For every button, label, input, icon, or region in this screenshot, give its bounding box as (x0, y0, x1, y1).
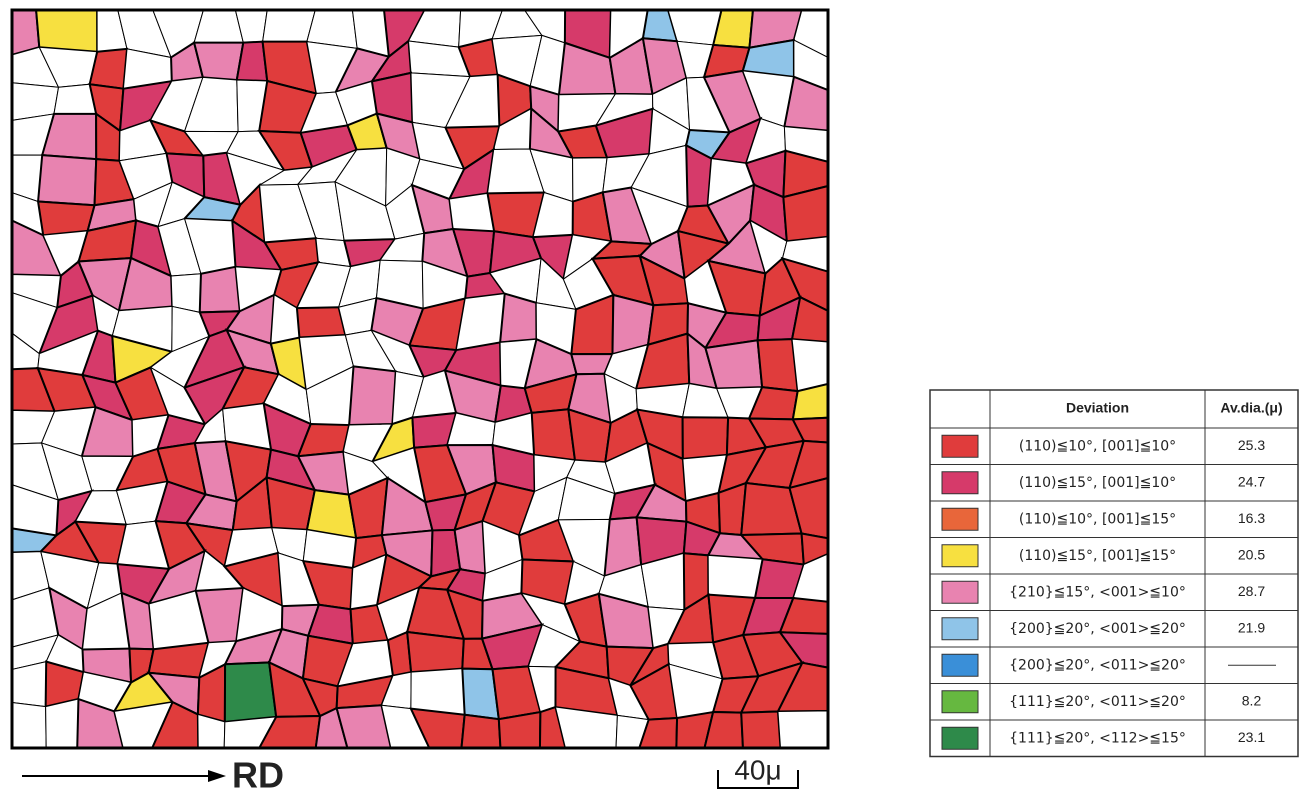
grain (38, 202, 95, 236)
grain (455, 521, 486, 573)
grain (500, 294, 536, 343)
deviation: {111}≦20°, <011>≦20° (1009, 694, 1186, 710)
color-swatch (942, 727, 978, 749)
scale-label: 40μ (734, 754, 781, 785)
grain (499, 712, 541, 748)
rd-arrowhead (208, 770, 226, 782)
figure: RD 40μ Deviation Av.dia.(μ) (110)≦10°, [00… (0, 0, 1299, 798)
grain (263, 10, 316, 42)
header-diameter: Av.dia.(μ) (1220, 400, 1282, 416)
deviation: {111}≦20°, <112>≦15° (1009, 730, 1186, 746)
color-swatch (942, 618, 978, 640)
rd-label: RD (232, 755, 284, 796)
grain (708, 555, 762, 598)
grain-map (12, 10, 828, 748)
grain (200, 267, 240, 313)
deviation: {200}≦20°, <011>≦20° (1009, 657, 1186, 673)
header-deviation: Deviation (1066, 400, 1129, 416)
grain (194, 10, 243, 43)
grain (297, 307, 345, 337)
grain (411, 669, 465, 715)
deviation: {210}≦15°, <001>≦10° (1009, 584, 1186, 600)
grain (171, 274, 201, 313)
grain (705, 340, 762, 388)
grain (461, 715, 500, 748)
diameter: 25.3 (1238, 437, 1265, 453)
diameter: 28.7 (1238, 583, 1265, 599)
diameter: 20.5 (1238, 546, 1265, 562)
grain (449, 193, 494, 231)
grain (778, 711, 828, 748)
diameter: 24.7 (1238, 473, 1265, 489)
deviation: (110)≦15°, [001]≦15° (1019, 548, 1176, 564)
grain (683, 417, 729, 459)
grain (349, 366, 396, 425)
grain (407, 632, 464, 672)
grain (758, 339, 798, 391)
grain (12, 702, 46, 748)
deviation: {200}≦20°, <001>≦20° (1009, 621, 1186, 637)
grain (36, 10, 97, 52)
grain (12, 662, 46, 707)
deviation: (110)≦10°, [001]≦15° (1019, 511, 1176, 527)
color-swatch (942, 508, 978, 530)
grain (38, 155, 96, 205)
diameter: 8.2 (1242, 692, 1262, 708)
grain (194, 43, 243, 80)
color-swatch (942, 581, 978, 603)
grain (149, 643, 209, 678)
color-swatch (942, 435, 978, 457)
color-swatch (942, 472, 978, 494)
grain (225, 662, 276, 721)
grain (46, 699, 79, 748)
diameter: 23.1 (1238, 729, 1265, 745)
deviation: (110)≦10°, [001]≦10° (1019, 438, 1176, 454)
legend-table: Deviation Av.dia.(μ) (110)≦10°, [001]≦10° 2… (930, 390, 1298, 757)
deviation: (110)≦15°, [001]≦10° (1019, 475, 1176, 491)
diameter: 16.3 (1238, 510, 1265, 526)
diameter: 21.9 (1238, 619, 1265, 635)
color-swatch (942, 545, 978, 567)
color-swatch (942, 654, 978, 676)
grain (713, 10, 753, 48)
color-swatch (942, 691, 978, 713)
grain (741, 711, 780, 748)
grain (792, 339, 828, 391)
